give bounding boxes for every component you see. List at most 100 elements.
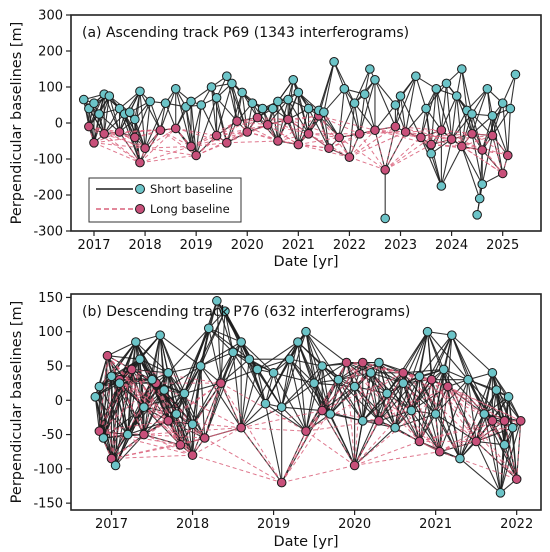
panel-b-short-point (414, 371, 425, 382)
panel-b-short-point (131, 337, 141, 347)
panel-a-long-point (467, 129, 477, 139)
panel-a-long-point (232, 116, 242, 126)
panel-b-long-edge (439, 420, 505, 453)
panel-b-long-edge (107, 355, 169, 422)
panel-b-long-edge (192, 427, 242, 456)
panel-b-short-edge (168, 420, 205, 439)
panel-b-short-point (155, 330, 165, 340)
panel-a-short-edge (139, 91, 161, 131)
panel-a-long-edge (441, 129, 493, 137)
panel-b-long-edge (131, 369, 181, 446)
panel-b-short-point (463, 374, 473, 385)
panel-b-long-edge (447, 386, 493, 422)
panel-b-x-tick-label: 2017 (95, 517, 128, 532)
panel-a-y-tick-label: -200 (33, 189, 63, 204)
panel-b-short-point (171, 409, 182, 419)
panel-a-long-point (390, 121, 401, 132)
panel-b-short-edge (297, 341, 307, 432)
panel-b-long-edge (346, 362, 441, 453)
panel-a-short-point (78, 94, 89, 105)
panel-a-short-edge (425, 83, 447, 109)
panel-a-long-point (114, 127, 125, 137)
panel-a-long-point (457, 141, 467, 152)
panel-a-y-ticks: -300 -200 -100 0 100 200 300 (33, 9, 71, 240)
panel-b-short-point (422, 326, 433, 337)
panel-a-short-edge (216, 97, 238, 122)
panel-b-short-edge (192, 352, 234, 425)
panel-b-short-point (236, 337, 246, 347)
panel-a-long-edge (431, 144, 483, 151)
panel-b-short-point (374, 357, 384, 368)
panel-a-short-edge (435, 88, 442, 131)
panel-b-long-edge (180, 427, 242, 446)
panel-b-short-edge (338, 379, 380, 422)
panel-b-short-point (114, 378, 125, 388)
panel-b-short-edge (208, 328, 222, 384)
panel-b-short-edge (232, 352, 242, 428)
panel-a-short-point (441, 78, 452, 89)
panel-b-long-edge (491, 420, 518, 480)
panel-b-long-point (301, 426, 311, 436)
panel-b-long-edge (220, 382, 242, 428)
panel-a-short-edge (93, 95, 110, 143)
panel-a-short-edge (103, 93, 121, 133)
panel-a-x-label: Date [yr] (273, 254, 338, 270)
panel-b-short-point (390, 422, 400, 433)
panel-a-long-point (416, 132, 426, 143)
panel-b-short-edge (139, 359, 145, 435)
panel-a-long-point (135, 157, 145, 168)
panel-a-x-tick-label: 2019 (180, 238, 213, 253)
panel-b-short-edge (273, 372, 283, 408)
panel-b-short-edge (447, 335, 453, 387)
panel-b-short-edge (240, 372, 275, 428)
panel-a-short-edge (461, 68, 468, 111)
panel-b-long-edge (99, 420, 169, 432)
panel-a-short-point (124, 107, 135, 117)
panel-b-short-edge (240, 369, 258, 428)
panel-b-short-point (106, 371, 117, 382)
panel-b-long-edge (143, 434, 205, 439)
panel-a-long-edge (267, 124, 299, 146)
panel-b-short-edge (483, 372, 493, 415)
panel-b-long-edge (131, 368, 221, 384)
panel-b-x-tick-label: 2021 (419, 517, 452, 532)
panel-a-short-edge (343, 88, 361, 134)
panel-a-y-tick-label: 300 (38, 9, 63, 24)
panel-a-short-edge (502, 74, 516, 104)
panel-b-long-edge (179, 382, 222, 446)
panel-b-long-point (126, 364, 137, 375)
panel-b-long-point (414, 436, 425, 447)
panel-a-long-edge (384, 129, 442, 171)
panel-b-long-edge (439, 420, 521, 453)
panel-a-long-edge (139, 145, 192, 164)
panel-a-long-edge (226, 140, 278, 144)
panel-a-short-point (160, 98, 171, 108)
panel-b-long-point (374, 416, 384, 426)
panel-b-short-edge (224, 311, 234, 353)
panel-b-short-edge (402, 382, 441, 452)
panel-a-short-point (505, 103, 516, 114)
panel-a-long-edge (236, 120, 268, 126)
panel-b-long-edge (504, 420, 518, 480)
panel-b-short-point (220, 306, 230, 316)
panel-b-short-edge (427, 331, 449, 387)
panel-a-short-edge (420, 108, 427, 138)
panel-b-y-ticks: -150 -100 -50 0 50 100 150 (33, 291, 71, 512)
panel-a-short-edge (374, 104, 396, 131)
panel-a-long-edge (104, 129, 161, 135)
panel-b-short-point (301, 326, 311, 337)
panel-b-short-edge (240, 403, 266, 429)
panel-b-y-tick-label: 0 (55, 394, 63, 409)
panel-b-long-point (216, 378, 226, 388)
legend-short-label: Short baseline (150, 182, 233, 196)
panel-a-long-edge (195, 142, 228, 156)
panel-a-short-edge (400, 95, 422, 138)
panel-b-short-edge (273, 372, 307, 432)
panel-a-long-edge (298, 144, 350, 158)
panel-a-long-point (370, 125, 380, 135)
panel-b-long-edge (99, 430, 193, 456)
panel-b-long-edge (321, 362, 347, 411)
panel-a-short-point (457, 64, 467, 74)
panel-a-short-edge (471, 88, 488, 134)
panel-a-long-edge (216, 117, 258, 137)
